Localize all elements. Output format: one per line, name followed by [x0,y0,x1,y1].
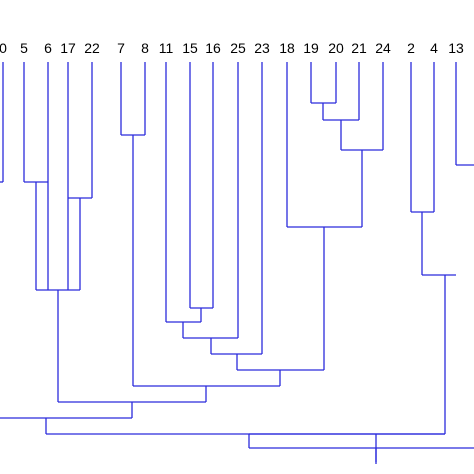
leaf-label: 16 [205,40,221,56]
leaf-label: 23 [254,40,270,56]
dendrogram-leaf-labels: 0 5 6 17 22 7 8 11 15 16 25 23 18 19 20 … [0,40,464,56]
leaf-label: 6 [44,40,52,56]
leaf-label: 22 [84,40,100,56]
leaf-label: 17 [60,40,76,56]
leaf-label: 4 [430,40,438,56]
leaf-label: 11 [159,40,174,56]
leaf-label: 13 [448,40,464,56]
leaf-label: 24 [375,40,391,56]
leaf-label: 15 [182,40,198,56]
leaf-label: 0 [0,40,7,56]
leaf-label: 18 [279,40,295,56]
leaf-label: 25 [230,40,246,56]
leaf-label: 5 [20,40,28,56]
leaf-label: 8 [141,40,149,56]
leaf-label: 19 [303,40,319,56]
dendrogram-branches [0,62,474,464]
leaf-label: 2 [407,40,415,56]
leaf-label: 21 [351,40,367,56]
leaf-label: 7 [117,40,125,56]
leaf-label: 20 [328,40,344,56]
